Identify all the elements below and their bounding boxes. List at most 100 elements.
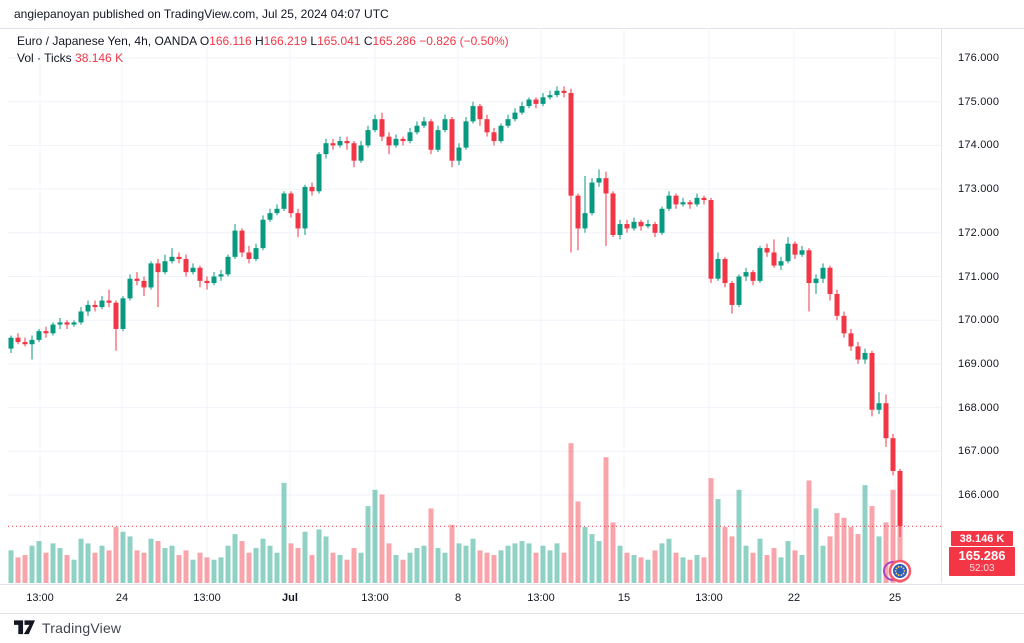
- volume-bar: [274, 552, 280, 583]
- candle-body: [855, 346, 861, 360]
- time-tick-label: 13:00: [193, 592, 221, 604]
- candle-body: [848, 333, 854, 347]
- volume-bar: [421, 545, 427, 583]
- volume-bar: [589, 534, 595, 583]
- volume-bar: [869, 506, 875, 583]
- volume-bar: [526, 543, 532, 583]
- candle-body: [281, 193, 287, 209]
- tradingview-logo-icon[interactable]: [14, 620, 35, 635]
- price-tick-label: 170.000: [958, 314, 1000, 327]
- event-marker-eu-flag[interactable]: [883, 559, 912, 583]
- candle-body: [78, 311, 84, 323]
- candle-body: [575, 195, 581, 229]
- candle-body: [505, 119, 511, 126]
- time-axis[interactable]: 13:00 24 13:00 Jul 13:00 8 13:00 15 13:00 22 25: [0, 584, 1024, 614]
- candle-body: [638, 221, 644, 227]
- volume-bar: [680, 557, 686, 583]
- time-tick-label: 13:00: [361, 592, 389, 604]
- price-axis[interactable]: 38.146 K 165.286 52:03 176.000 175.000 174…: [941, 28, 1024, 583]
- ohlc-high-label: H: [255, 34, 264, 48]
- candle-body: [666, 195, 672, 209]
- candle-body: [477, 106, 483, 120]
- candle-body: [43, 331, 49, 334]
- volume-bar: [722, 527, 728, 583]
- candle-body: [316, 154, 322, 192]
- volume-bar: [582, 527, 588, 583]
- candle-body: [274, 208, 280, 214]
- candle-body: [204, 280, 210, 284]
- candle-body: [330, 143, 336, 146]
- volume-axis-badge: 38.146 K: [951, 531, 1013, 546]
- eu-flag-star: [897, 574, 900, 577]
- volume-label[interactable]: Vol · Ticks: [17, 51, 72, 65]
- volume-bar: [85, 543, 91, 583]
- volume-bar: [99, 545, 105, 583]
- candle-body: [470, 106, 476, 122]
- volume-bar: [750, 552, 756, 583]
- volume-bar: [862, 485, 868, 583]
- eu-flag-circle: [893, 564, 907, 578]
- candle-body: [701, 197, 707, 201]
- volume-bar: [708, 478, 714, 583]
- time-tick-label: 13:00: [695, 592, 723, 604]
- candle-body: [673, 195, 679, 205]
- volume-bar: [484, 552, 490, 583]
- candle-body: [358, 145, 364, 161]
- candle-body: [414, 125, 420, 133]
- time-tick-label: 22: [787, 592, 801, 604]
- price-tick-label: 167.000: [958, 445, 1000, 458]
- volume-bar: [393, 555, 399, 583]
- volume-bar: [778, 557, 784, 583]
- price-tick-label: 175.000: [958, 95, 1000, 108]
- volume-bar: [190, 559, 196, 583]
- candle-body: [36, 331, 42, 340]
- volume-bar: [113, 527, 119, 583]
- candle-body: [71, 322, 77, 325]
- time-tick-label: Jul: [282, 592, 298, 604]
- volume-bar: [302, 531, 308, 583]
- candle-body: [722, 259, 728, 284]
- publish-bar: angiepanoyan published on TradingView.co…: [0, 0, 1024, 29]
- volume-bar: [330, 552, 336, 583]
- volume-bar: [155, 541, 161, 583]
- volume-bar: [344, 559, 350, 583]
- time-tick-label: 24: [115, 592, 129, 604]
- ohlc-open-label: O: [199, 34, 210, 48]
- last-price-badge: 165.286 52:03: [949, 547, 1015, 576]
- chart-plot[interactable]: [8, 28, 941, 583]
- candle-body: [127, 278, 133, 299]
- volume-bar: [162, 548, 168, 583]
- candle-body: [344, 141, 350, 144]
- volume-bar: [428, 508, 434, 583]
- candle-body: [155, 263, 161, 273]
- candle-body: [309, 186, 315, 192]
- volume-bar: [15, 557, 21, 583]
- volume-bar: [890, 489, 896, 583]
- volume-bar: [449, 524, 455, 583]
- candle-body: [267, 213, 273, 220]
- candle-body: [302, 186, 308, 229]
- candle-body: [183, 259, 189, 273]
- change-value: −0.826 (−0.50%): [419, 34, 509, 48]
- volume-bar: [729, 536, 735, 583]
- candle-body: [288, 193, 294, 214]
- volume-bar: [673, 552, 679, 583]
- volume-bar: [260, 538, 266, 583]
- candle-body: [246, 252, 252, 260]
- candle-body: [85, 304, 91, 312]
- volume-bar: [22, 555, 28, 583]
- volume-bar: [575, 501, 581, 583]
- eu-flag-star: [895, 572, 898, 575]
- volume-bar: [603, 457, 609, 583]
- candle-body: [596, 178, 602, 183]
- candle-body: [876, 403, 882, 410]
- volume-bar: [323, 536, 329, 583]
- tradingview-brand-text[interactable]: TradingView: [42, 619, 122, 636]
- eu-flag-star: [902, 567, 905, 570]
- price-tick-label: 174.000: [958, 139, 1000, 152]
- candle-body: [400, 138, 406, 142]
- candle-body: [540, 97, 546, 104]
- volume-bar: [645, 559, 651, 583]
- symbol-title[interactable]: Euro / Japanese Yen, 4h, OANDA: [17, 34, 197, 48]
- candle-body: [428, 121, 434, 150]
